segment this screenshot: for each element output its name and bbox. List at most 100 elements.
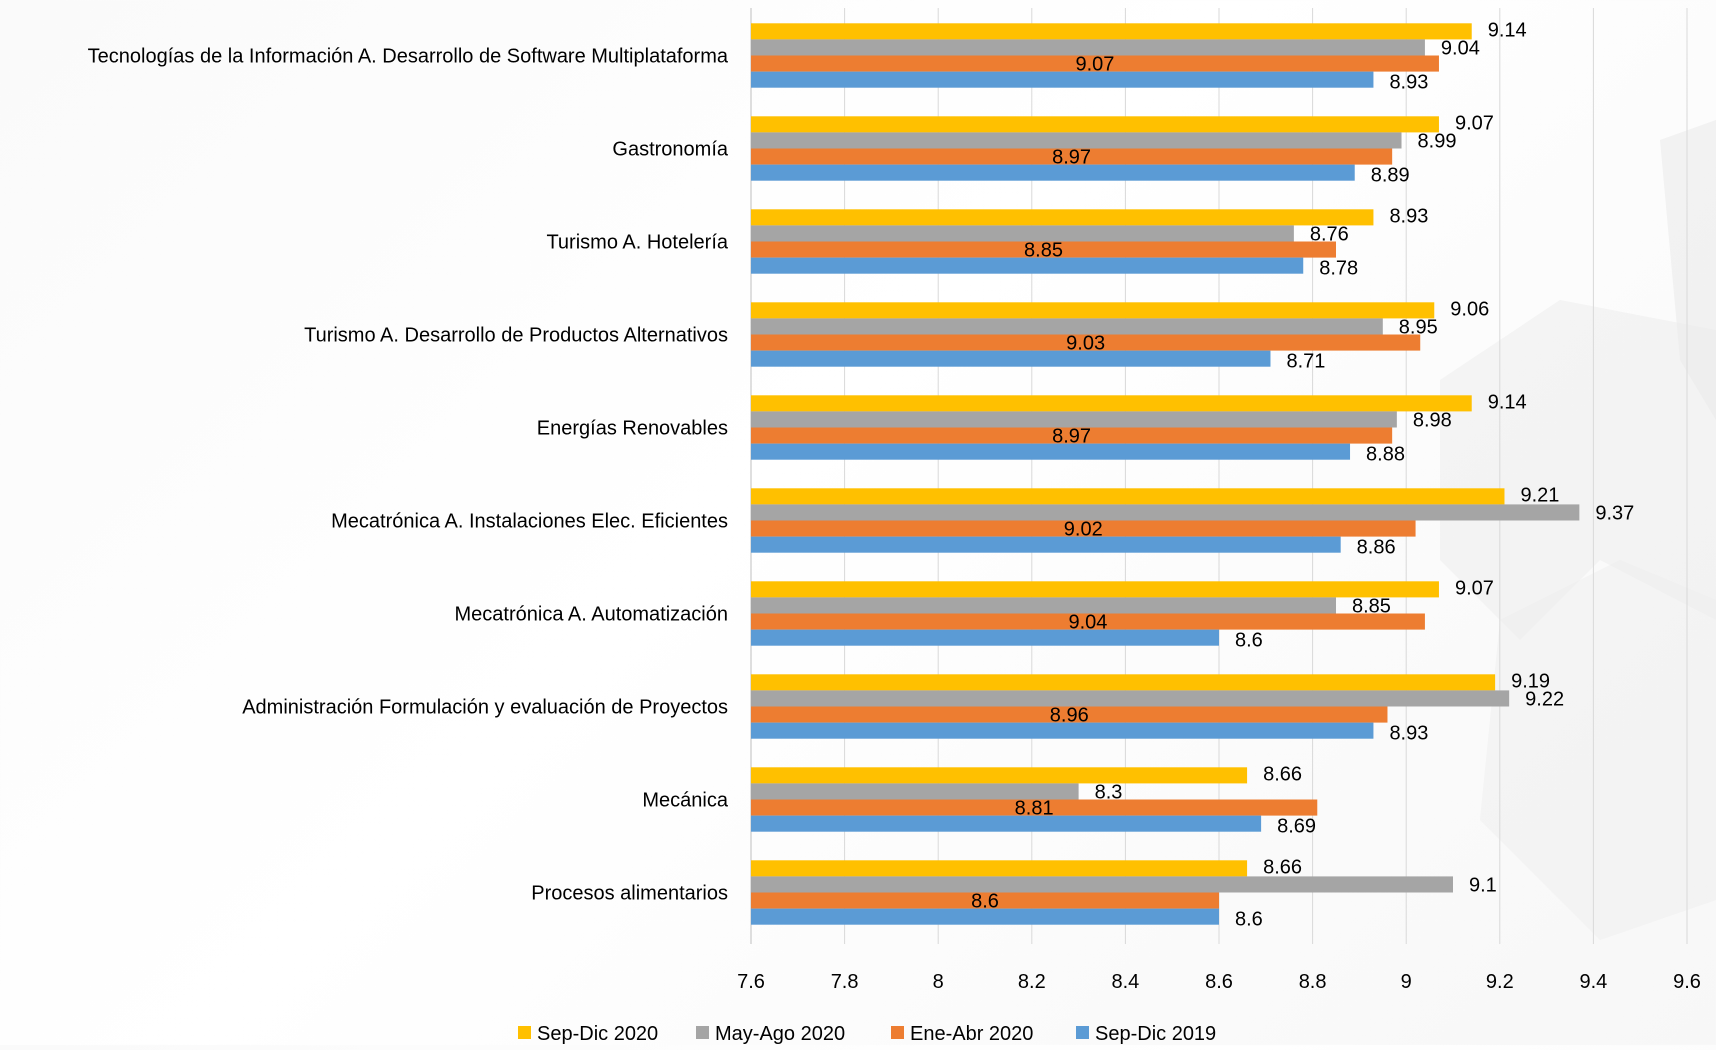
bar (751, 536, 1341, 553)
data-label: 8.3 (1095, 781, 1123, 803)
data-label: 9.19 (1511, 670, 1550, 692)
category-label: Gastronomía (612, 139, 728, 161)
category-label: Turismo A. Desarrollo de Productos Alter… (304, 325, 728, 347)
x-tick-label: 9 (1401, 971, 1412, 993)
data-label: 8.66 (1263, 856, 1302, 878)
bar (751, 334, 1421, 351)
bar (751, 164, 1355, 181)
data-label: 9.07 (1076, 54, 1115, 76)
data-label: 9.22 (1525, 688, 1564, 710)
bar (751, 395, 1472, 412)
legend-swatch (696, 1026, 709, 1039)
bar (751, 799, 1318, 816)
category-label: Mecatrónica A. Instalaciones Elec. Efici… (331, 511, 728, 533)
data-label: 9.21 (1520, 484, 1559, 506)
x-tick-label: 9.4 (1579, 971, 1607, 993)
category-label: Procesos alimentarios (531, 883, 728, 905)
bar (751, 71, 1374, 88)
bar (751, 411, 1397, 428)
category-label: Mecánica (642, 790, 728, 812)
data-label: 9.1 (1469, 874, 1497, 896)
data-label: 8.6 (971, 891, 999, 913)
data-label: 9.07 (1455, 112, 1494, 134)
data-labels-group: 9.149.049.078.939.078.998.978.898.938.76… (971, 19, 1634, 930)
x-tick-label: 8 (933, 971, 944, 993)
x-tick-label: 8.2 (1018, 971, 1046, 993)
x-tick-label: 8.6 (1205, 971, 1233, 993)
bar (751, 892, 1219, 909)
bar (751, 722, 1374, 739)
bar (751, 815, 1262, 832)
bars-group (751, 23, 1580, 925)
data-label: 8.6 (1235, 909, 1263, 931)
data-label: 8.93 (1389, 72, 1428, 94)
bar (751, 116, 1439, 133)
bar (751, 427, 1393, 444)
data-label: 8.93 (1389, 723, 1428, 745)
bar (751, 55, 1439, 72)
data-label: 8.89 (1371, 165, 1410, 187)
data-label: 8.6 (1235, 630, 1263, 652)
bar (751, 350, 1271, 367)
x-tick-label: 9.2 (1486, 971, 1514, 993)
bar (751, 629, 1219, 646)
bar (751, 209, 1374, 226)
bar (751, 581, 1439, 598)
data-label: 9.14 (1488, 19, 1527, 41)
data-label: 9.37 (1595, 502, 1634, 524)
data-label: 8.97 (1052, 426, 1091, 448)
data-label: 8.93 (1389, 205, 1428, 227)
legend-label: Sep-Dic 2020 (537, 1023, 658, 1045)
background-decoration (1440, 120, 1716, 940)
bar (751, 148, 1393, 165)
data-label: 9.04 (1068, 612, 1107, 634)
data-label: 8.98 (1413, 409, 1452, 431)
x-tick-label: 8.8 (1299, 971, 1327, 993)
data-label: 8.81 (1015, 798, 1054, 820)
data-label: 8.88 (1366, 444, 1405, 466)
x-tick-label: 8.4 (1111, 971, 1139, 993)
data-label: 8.78 (1319, 258, 1358, 280)
data-label: 8.71 (1286, 351, 1325, 373)
category-label: Turismo A. Hotelería (546, 232, 728, 254)
bar (751, 318, 1383, 335)
x-tick-label: 9.6 (1673, 971, 1701, 993)
bar (751, 504, 1580, 521)
bar (751, 257, 1304, 274)
legend-swatch (518, 1026, 531, 1039)
bar (751, 597, 1336, 614)
data-label: 8.85 (1024, 240, 1063, 262)
category-label: Mecatrónica A. Automatización (455, 604, 728, 626)
bar (751, 706, 1388, 723)
bar (751, 908, 1219, 925)
bar (751, 876, 1453, 893)
data-label: 9.04 (1441, 37, 1480, 59)
legend-label: May-Ago 2020 (715, 1023, 845, 1045)
bar (751, 783, 1079, 800)
legend-swatch (1076, 1026, 1089, 1039)
bar (751, 488, 1505, 505)
bar (751, 302, 1435, 319)
x-tick-label: 7.6 (737, 971, 765, 993)
legend-swatch (891, 1026, 904, 1039)
bar (751, 443, 1351, 460)
data-label: 8.99 (1418, 130, 1457, 152)
data-label: 8.76 (1310, 223, 1349, 245)
legend: Sep-Dic 2020 May-Ago 2020 Ene-Abr 2020 Sep-… (518, 1023, 1216, 1045)
data-label: 8.95 (1399, 316, 1438, 338)
x-tick-label: 7.8 (831, 971, 859, 993)
category-label: Energías Renovables (537, 418, 728, 440)
bar (751, 767, 1248, 784)
bar (751, 225, 1294, 242)
bar (751, 39, 1425, 56)
data-label: 8.69 (1277, 816, 1316, 838)
data-label: 8.86 (1357, 537, 1396, 559)
data-label: 8.96 (1050, 705, 1089, 727)
bar (751, 520, 1416, 537)
bar (751, 23, 1472, 40)
bar (751, 860, 1248, 877)
data-label: 8.97 (1052, 147, 1091, 169)
data-label: 9.14 (1488, 391, 1527, 413)
